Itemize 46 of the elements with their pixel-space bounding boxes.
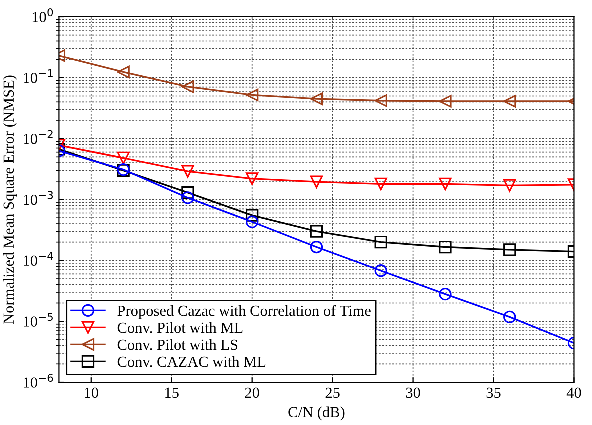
point [117, 66, 130, 79]
point [439, 240, 452, 254]
legend-label: Proposed Cazac with Correlation of Time [118, 305, 371, 320]
point [504, 95, 516, 108]
y-axis-title: Normalized Mean Square Error (NMSE) [3, 76, 18, 324]
point [374, 94, 388, 108]
x-tick-label: 15 [166, 388, 179, 398]
point [374, 236, 388, 249]
point [374, 264, 388, 278]
x-tick-label: 25 [326, 388, 340, 398]
point [182, 192, 194, 204]
point [310, 240, 324, 254]
x-axis-title: C/N (dB) [288, 406, 345, 421]
x-tick-label: 35 [486, 388, 501, 398]
point [439, 95, 452, 108]
point [310, 176, 324, 188]
y-tick-label: 10$^{−4}$ [24, 252, 54, 266]
point [504, 179, 516, 192]
point [117, 152, 130, 165]
y-tick-label: 10$^{−1}$ [24, 69, 53, 84]
point [182, 80, 194, 94]
y-tick-label: 10$^{0}$ [32, 8, 54, 22]
y-tick-label: 10$^{−6}$ [24, 374, 54, 388]
point [246, 216, 259, 228]
legend-label: Conv. Pilot with LS [118, 339, 238, 350]
legend-label: Conv. CAZAC with ML [118, 356, 266, 368]
y-tick-label: 10$^{−3}$ [24, 191, 54, 206]
point [310, 225, 324, 238]
point [182, 186, 194, 200]
x-tick-label: 20 [245, 388, 260, 398]
point [504, 244, 516, 256]
point [246, 88, 259, 102]
x-tick-label: 30 [406, 388, 420, 398]
legend-label: Conv. Pilot with ML [118, 322, 243, 334]
y-tick-label: 10$^{−5}$ [24, 313, 53, 327]
point [310, 92, 324, 106]
point [439, 288, 452, 301]
point [504, 310, 516, 324]
x-tick-label: 40 [566, 388, 582, 398]
y-tick-label: 10$^{−2}$ [24, 130, 53, 144]
point [374, 178, 388, 191]
point [246, 172, 259, 186]
point [439, 178, 452, 191]
x-tick-label: 10 [85, 388, 98, 398]
point [182, 165, 194, 178]
point [246, 209, 259, 222]
